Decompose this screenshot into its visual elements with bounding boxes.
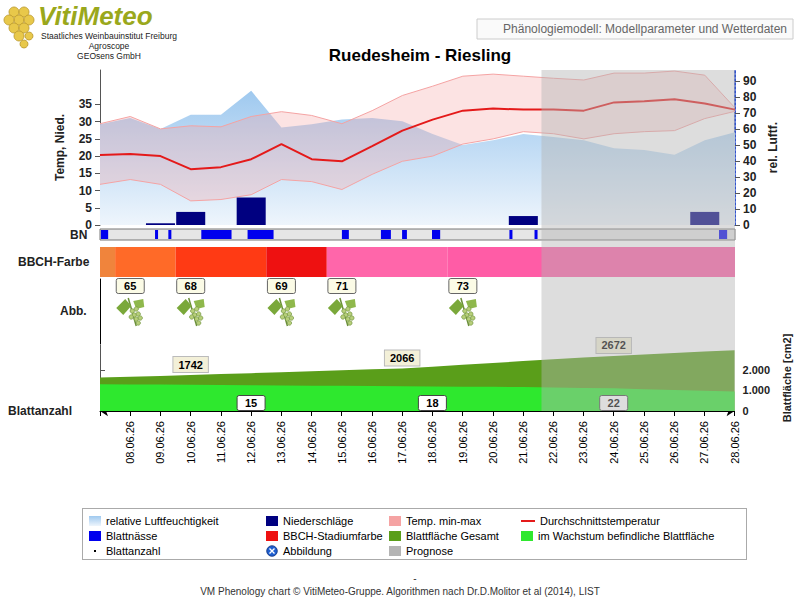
html-text:BBCH-Stadiumfarbe: BBCH-Stadiumfarbe [283, 529, 383, 542]
svg-text:GEOsens GmbH: GEOsens GmbH [77, 51, 141, 61]
svg-text:65: 65 [124, 280, 136, 292]
svg-text:Blattanzahl: Blattanzahl [8, 404, 72, 418]
svg-text:1.000: 1.000 [743, 384, 771, 396]
svg-text:10: 10 [79, 184, 93, 198]
svg-text:13.06.26: 13.06.26 [275, 421, 287, 464]
svg-text:08.06.26: 08.06.26 [124, 421, 136, 464]
svg-text:VitiMeteo: VitiMeteo [38, 1, 153, 31]
html-text:Niederschläge: Niederschläge [283, 514, 354, 527]
svg-text:19.06.26: 19.06.26 [457, 421, 469, 464]
svg-text:50: 50 [743, 138, 757, 152]
html-text:Prognose: Prognose [406, 544, 454, 557]
svg-text:28.06.26: 28.06.26 [729, 421, 741, 464]
html-text:relative Luftfeuchtigkeit: relative Luftfeuchtigkeit [106, 514, 219, 527]
svg-text:73: 73 [457, 280, 469, 292]
svg-text:-: - [413, 573, 416, 584]
html-text:Blattanzahl: Blattanzahl [106, 544, 161, 557]
html-text:Abbildung: Abbildung [283, 544, 332, 557]
svg-text:17.06.26: 17.06.26 [396, 421, 408, 464]
svg-text:40: 40 [743, 154, 757, 168]
svg-text:25.06.26: 25.06.26 [638, 421, 650, 464]
svg-text:2.000: 2.000 [743, 364, 771, 376]
svg-text:24.06.26: 24.06.26 [608, 421, 620, 464]
svg-text:Ruedesheim - Riesling: Ruedesheim - Riesling [329, 46, 511, 65]
svg-text:20: 20 [743, 186, 757, 200]
svg-text:Abb.: Abb. [60, 304, 87, 318]
svg-text:30: 30 [79, 115, 93, 129]
svg-text:27.06.26: 27.06.26 [698, 421, 710, 464]
svg-text:5: 5 [85, 201, 92, 215]
svg-text:10.06.26: 10.06.26 [185, 421, 197, 464]
svg-text:Blattfläche [cm2]: Blattfläche [cm2] [781, 333, 793, 422]
svg-text:15: 15 [79, 166, 93, 180]
svg-text:10: 10 [743, 202, 757, 216]
svg-text:14.06.26: 14.06.26 [306, 421, 318, 464]
svg-text:0: 0 [743, 405, 749, 417]
svg-text:0: 0 [85, 218, 92, 232]
html-text:Temp. min-max: Temp. min-max [406, 514, 482, 527]
svg-text:1742: 1742 [178, 359, 202, 371]
svg-text:Temp, Nied.: Temp, Nied. [53, 114, 67, 181]
svg-text:rel. Luftf.: rel. Luftf. [766, 122, 780, 173]
svg-text:21.06.26: 21.06.26 [517, 421, 529, 464]
svg-text:18.06.26: 18.06.26 [426, 421, 438, 464]
svg-text:35: 35 [79, 97, 93, 111]
svg-text:VM Phenology chart © VitiMeteo: VM Phenology chart © VitiMeteo-Gruppe. A… [200, 586, 600, 597]
svg-text:69: 69 [275, 280, 287, 292]
svg-text:18: 18 [426, 397, 438, 409]
svg-text:Agroscope: Agroscope [89, 41, 130, 51]
svg-text:09.06.26: 09.06.26 [154, 421, 166, 464]
svg-text:BN: BN [70, 227, 88, 242]
svg-text:23.06.26: 23.06.26 [577, 421, 589, 464]
svg-text:26.06.26: 26.06.26 [668, 421, 680, 464]
svg-text:Staatliches Weinbauinstitut Fr: Staatliches Weinbauinstitut Freiburg [41, 31, 177, 41]
svg-text:22.06.26: 22.06.26 [547, 421, 559, 464]
html-text:im Wachstum befindliche Blattf: im Wachstum befindliche Blattfläche [538, 529, 715, 542]
svg-text:68: 68 [185, 280, 197, 292]
svg-text:25: 25 [79, 132, 93, 146]
svg-text:16.06.26: 16.06.26 [366, 421, 378, 464]
svg-text:0: 0 [743, 218, 750, 232]
svg-text:2066: 2066 [390, 352, 414, 364]
svg-text:11.06.26: 11.06.26 [215, 421, 227, 463]
svg-text:Phänologiemodell: Modellparame: Phänologiemodell: Modellparameter und We… [503, 22, 787, 36]
html-text:Durchschnittstemperatur: Durchschnittstemperatur [540, 514, 660, 527]
html-text:Blattnässe: Blattnässe [106, 529, 158, 542]
svg-text:80: 80 [743, 90, 757, 104]
svg-text:60: 60 [743, 122, 757, 136]
html-text:Blattfläche Gesamt: Blattfläche Gesamt [406, 529, 499, 542]
svg-text:71: 71 [336, 280, 348, 292]
svg-text:30: 30 [743, 170, 757, 184]
svg-text:70: 70 [743, 106, 757, 120]
svg-text:12.06.26: 12.06.26 [245, 421, 257, 464]
svg-text:BBCH-Farbe: BBCH-Farbe [18, 255, 90, 269]
svg-text:20.06.26: 20.06.26 [487, 421, 499, 464]
svg-text:90: 90 [743, 74, 757, 88]
svg-text:15: 15 [245, 397, 257, 409]
svg-text:15.06.26: 15.06.26 [336, 421, 348, 464]
svg-text:20: 20 [79, 149, 93, 163]
